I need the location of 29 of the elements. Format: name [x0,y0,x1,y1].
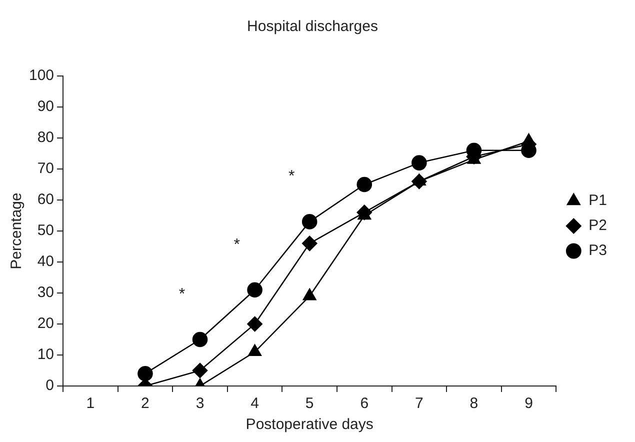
x-tick-label: 7 [415,395,424,412]
y-tick-label: 20 [37,315,54,332]
x-axis-title: Postoperative days [246,416,374,434]
x-tick-label: 8 [470,395,478,412]
annotation: * [178,286,186,303]
y-tick-label: 70 [37,160,54,178]
y-tick-label: 40 [37,253,54,270]
y-tick-label: 50 [37,222,54,240]
x-tick-label: 9 [524,395,533,412]
x-tick-label: 6 [360,395,369,412]
legend-label: P1 [588,192,608,210]
y-tick-label: 90 [37,98,54,116]
y-tick-label: 0 [46,377,54,394]
y-tick-label: 30 [37,284,54,302]
x-tick-label: 2 [141,395,150,412]
chart-title: Hospital discharges [247,18,378,36]
x-tick-label: 1 [86,395,95,412]
x-tick-label: 5 [305,395,314,412]
y-tick-label: 10 [37,346,54,364]
annotation: * [234,236,240,254]
x-tick-label: 3 [196,395,204,412]
annotation: * [288,168,295,186]
x-tick-label: 4 [250,395,259,412]
y-axis-title: Percentage [8,192,26,270]
legend-label: P3 [588,242,608,260]
y-tick-label: 80 [37,129,54,146]
legend-label: P2 [588,217,608,234]
y-tick-label: 100 [28,67,54,84]
y-tick-label: 60 [37,191,54,208]
